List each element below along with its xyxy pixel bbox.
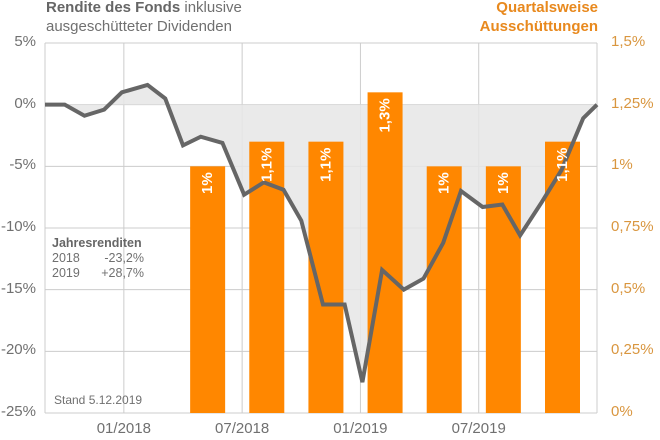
chart-title-right: Quartalsweise Ausschüttungen — [480, 0, 598, 36]
title-right-line1: Quartalsweise — [496, 0, 598, 16]
title-line2: ausgeschütteter Dividenden — [46, 18, 232, 35]
y-tick-label-left: -15% — [0, 279, 36, 297]
bar — [367, 92, 403, 413]
bar-label: 1,1% — [317, 148, 334, 182]
y-tick-label-left: -5% — [9, 156, 36, 174]
x-tick-label: 07/2018 — [215, 420, 270, 437]
stand-date: Stand 5.12.2019 — [54, 393, 143, 407]
bar-label: 1,1% — [258, 148, 275, 182]
annual-returns-box: Jahresrenditen 2018 -23,2% 2019 +28,7% — [52, 236, 144, 281]
y-tick-label-left: 5% — [14, 33, 36, 50]
y-tick-label-right: 0,5% — [611, 279, 646, 297]
annual-year: 2018 — [52, 251, 80, 265]
y-tick-label-left: -20% — [0, 341, 36, 359]
bar-label: 1,3% — [377, 98, 394, 132]
bar-label: 1,1% — [554, 148, 571, 182]
x-tick-label: 01/2019 — [333, 420, 388, 437]
y-tick-label-right: 0% — [611, 403, 633, 420]
y-tick-label-right: 1% — [611, 156, 633, 174]
annual-value: +28,7% — [101, 266, 144, 280]
annual-value: -23,2% — [104, 251, 144, 265]
line-points — [44, 84, 598, 383]
x-tick-label: 01/2018 — [96, 420, 151, 437]
title-normal: inklusive — [180, 0, 242, 16]
bar-label: 1% — [495, 172, 512, 194]
y-tick-label-right: 0,25% — [611, 341, 654, 359]
bar-labels: 1% 1,1% 1,1% 1,3% 1% 1% 1,1% — [199, 98, 571, 194]
y-tick-label-left: -25% — [0, 403, 36, 420]
title-bold: Rendite des Fonds — [46, 0, 181, 16]
annual-returns-heading: Jahresrenditen — [52, 236, 142, 250]
y-tick-label-right: 1,5% — [611, 33, 646, 50]
y-tick-label-left: 0% — [14, 94, 36, 112]
x-tick-label: 07/2019 — [451, 420, 506, 437]
bar-label: 1% — [436, 172, 453, 194]
title-right-line2: Ausschüttungen — [479, 18, 598, 35]
chart-title-left: Rendite des Fonds inklusive ausgeschütte… — [46, 0, 242, 36]
annual-row: 2018 -23,2% — [52, 251, 144, 266]
bar-label: 1% — [199, 172, 216, 194]
y-tick-label-left: -10% — [0, 218, 36, 235]
bar — [190, 166, 226, 413]
annual-year: 2019 — [52, 266, 80, 280]
y-tick-label-right: 0,75% — [611, 218, 654, 235]
annual-row: 2019 +28,7% — [52, 266, 144, 281]
y-tick-label-right: 1,25% — [611, 94, 654, 112]
